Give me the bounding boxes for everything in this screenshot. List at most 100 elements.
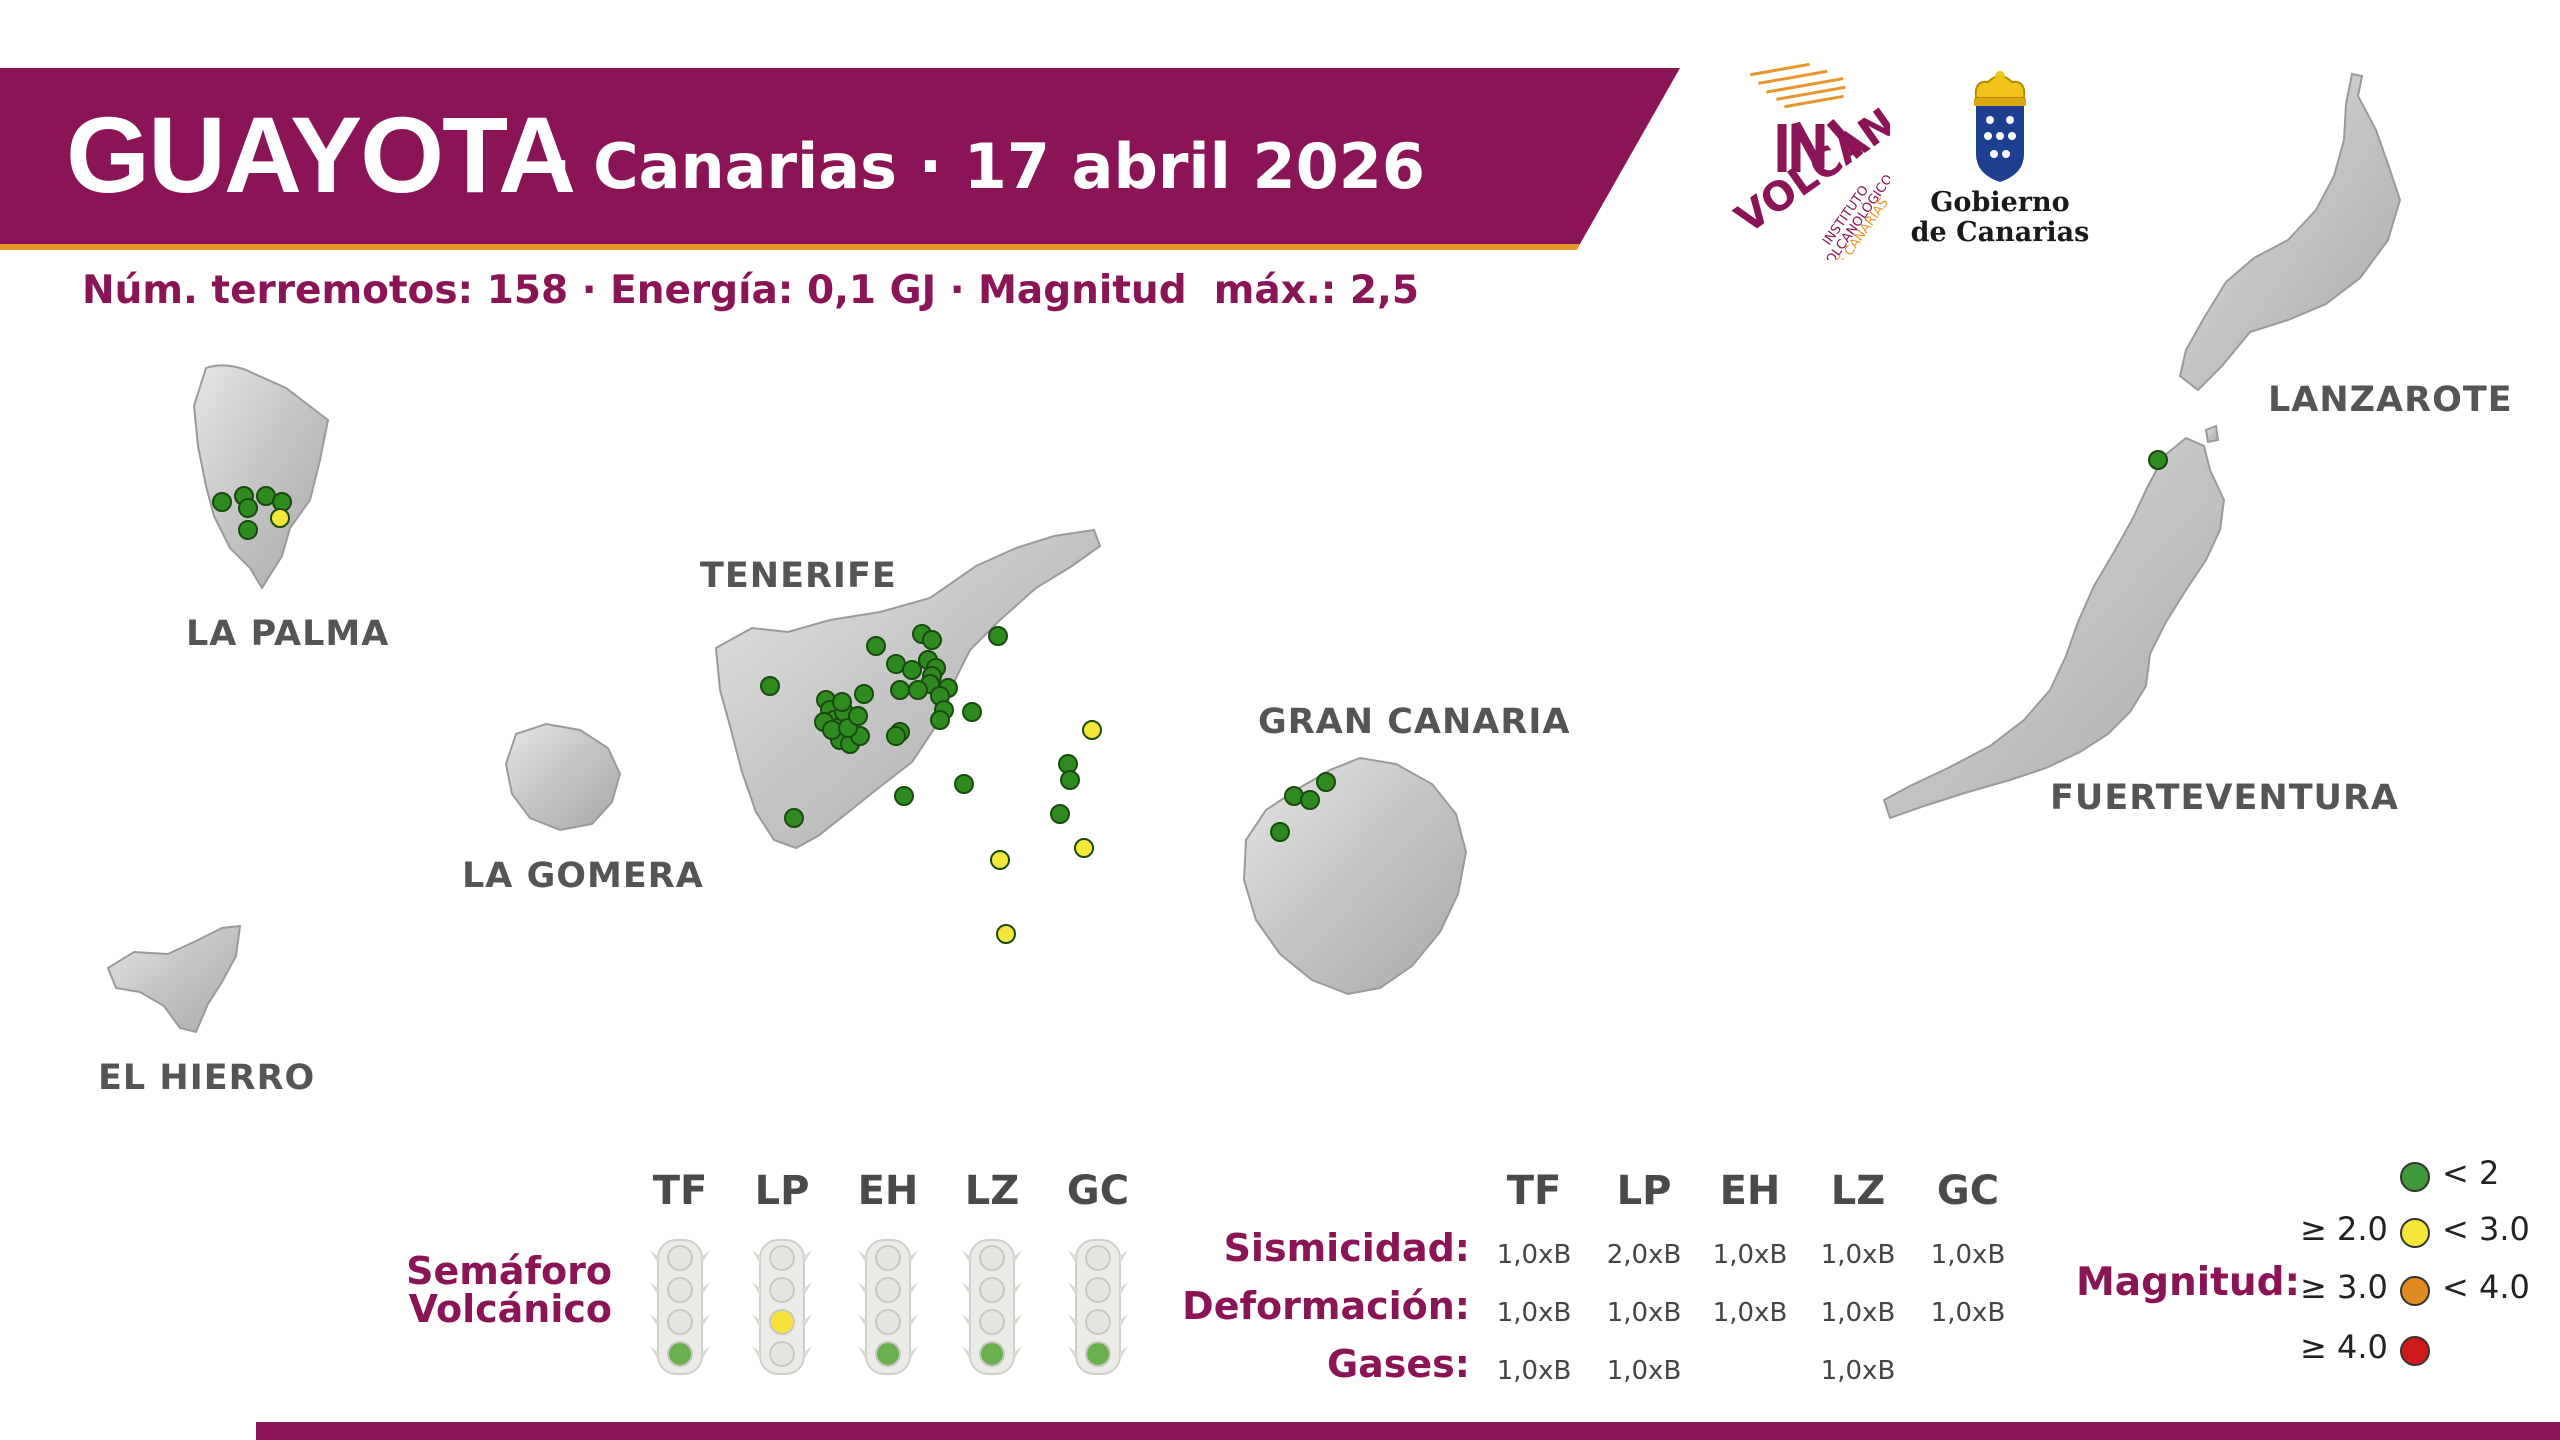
table-header-gc: GC — [1936, 1168, 2000, 1214]
legend-title: Magnitud: — [2076, 1260, 2301, 1305]
semaforo-title-line2: Volcánico — [408, 1287, 612, 1331]
earthquake-marker — [1270, 822, 1290, 842]
table-header-eh: EH — [1719, 1168, 1781, 1214]
legend-dot-icon — [2400, 1276, 2430, 1306]
earthquake-marker — [238, 520, 258, 540]
gob-text-line1: Gobierno — [1930, 187, 2070, 218]
earthquake-marker — [922, 630, 942, 650]
traffic-light-icon — [1068, 1239, 1128, 1375]
legend-range-high: < 2 — [2442, 1154, 2500, 1192]
label-el-hierro: EL HIERRO — [98, 1058, 316, 1098]
stats-summary: Núm. terremotos: 158 · Energía: 0,1 GJ ·… — [82, 268, 1419, 313]
semaforo-col-eh: EH — [857, 1168, 919, 1214]
traffic-light-icon — [858, 1239, 918, 1375]
earthquake-marker — [760, 676, 780, 696]
table-cell: 1,0xB — [1930, 1240, 2006, 1270]
semaforo-title-line1: Semáforo — [406, 1249, 612, 1293]
bottom-bar — [256, 1422, 2560, 1440]
la-palma-island — [192, 364, 330, 590]
legend-range-low: ≥ 3.0 — [2300, 1268, 2388, 1306]
earthquake-marker — [1050, 804, 1070, 824]
label-la-palma: LA PALMA — [186, 614, 390, 654]
canarias-coat-of-arms-icon — [1974, 71, 2026, 182]
gob-text-line2: de Canarias — [1910, 217, 2090, 248]
label-gran-canaria: GRAN CANARIA — [1258, 702, 1571, 742]
earthquake-marker — [908, 680, 928, 700]
earthquake-marker — [930, 710, 950, 730]
table-cell: 1,0xB — [1496, 1356, 1572, 1386]
semaforo-col-tf: TF — [652, 1168, 708, 1214]
earthquake-marker — [270, 508, 290, 528]
earthquake-marker — [1060, 770, 1080, 790]
traffic-light-icon — [650, 1239, 710, 1375]
la-gomera-island — [504, 722, 622, 832]
label-lanzarote: LANZAROTE — [2268, 380, 2513, 420]
table-header-lz: LZ — [1830, 1168, 1886, 1214]
legend-range-high: < 3.0 — [2442, 1210, 2530, 1248]
lanzarote-island — [2178, 72, 2402, 392]
table-cell: 1,0xB — [1496, 1298, 1572, 1328]
earthquake-marker — [854, 684, 874, 704]
legend-range-high: < 4.0 — [2442, 1268, 2530, 1306]
traffic-light-icon — [962, 1239, 1022, 1375]
table-cell: 1,0xB — [1820, 1298, 1896, 1328]
earthquake-marker — [954, 774, 974, 794]
earthquake-marker — [894, 786, 914, 806]
earthquake-marker — [890, 680, 910, 700]
earthquake-marker — [848, 706, 868, 726]
legend-range-low: ≥ 4.0 — [2300, 1328, 2388, 1366]
label-tenerife: TENERIFE — [700, 556, 897, 596]
table-row-label: Sismicidad: — [1223, 1226, 1470, 1270]
page-subtitle: · Canarias · 17 abril 2026 — [548, 130, 1426, 203]
table-row-label: Gases: — [1326, 1342, 1470, 1386]
label-la-gomera: LA GOMERA — [462, 856, 704, 896]
legend-dot-icon — [2400, 1162, 2430, 1192]
earthquake-marker — [1300, 790, 1320, 810]
earthquake-markers — [212, 450, 2168, 944]
table-cell: 1,0xB — [1712, 1240, 1788, 1270]
earthquake-marker — [988, 626, 1008, 646]
legend-dot-icon — [2400, 1218, 2430, 1248]
earthquake-marker — [832, 692, 852, 712]
gobierno-canarias-text: Gobierno de Canarias — [1900, 188, 2100, 248]
gran-canaria-island — [1242, 756, 1468, 996]
semaforo-col-gc: GC — [1066, 1168, 1130, 1214]
legend-dot-icon — [2400, 1336, 2430, 1366]
legend-range-low: ≥ 2.0 — [2300, 1210, 2388, 1248]
earthquake-marker — [1316, 772, 1336, 792]
earthquake-marker — [996, 924, 1016, 944]
earthquake-marker — [990, 850, 1010, 870]
fuerteventura-island — [1882, 436, 2226, 820]
earthquake-marker — [886, 726, 906, 746]
table-cell: 1,0xB — [1820, 1240, 1896, 1270]
earthquake-marker — [962, 702, 982, 722]
semaforo-col-lz: LZ — [964, 1168, 1020, 1214]
page-title: GUAYOTA — [66, 94, 576, 215]
table-header-lp: LP — [1616, 1168, 1672, 1214]
earthquake-marker — [2148, 450, 2168, 470]
earthquake-marker — [902, 660, 922, 680]
table-cell: 1,0xB — [1820, 1356, 1896, 1386]
label-fuerteventura: FUERTEVENTURA — [2050, 778, 2400, 818]
table-header-tf: TF — [1506, 1168, 1562, 1214]
earthquake-marker — [238, 498, 258, 518]
table-row-label: Deformación: — [1182, 1284, 1470, 1328]
traffic-light-icon — [752, 1239, 812, 1375]
table-cell: 1,0xB — [1930, 1298, 2006, 1328]
el-hierro-island — [106, 924, 242, 1034]
earthquake-marker — [1082, 720, 1102, 740]
semaforo-col-lp: LP — [754, 1168, 810, 1214]
table-cell: 1,0xB — [1606, 1356, 1682, 1386]
earthquake-marker — [866, 636, 886, 656]
table-cell: 1,0xB — [1712, 1298, 1788, 1328]
header-banner — [0, 68, 1680, 250]
earthquake-marker — [212, 492, 232, 512]
involcan-logo: VOLCAN INSTITUTO VOLCANOLÓGICO DE CANARI… — [1727, 62, 1890, 260]
table-cell: 2,0xB — [1606, 1240, 1682, 1270]
semaforo-title: Semáforo Volcánico — [400, 1252, 612, 1328]
table-cell: 1,0xB — [1606, 1298, 1682, 1328]
earthquake-marker — [784, 808, 804, 828]
table-cell: 1,0xB — [1496, 1240, 1572, 1270]
earthquake-marker — [1074, 838, 1094, 858]
